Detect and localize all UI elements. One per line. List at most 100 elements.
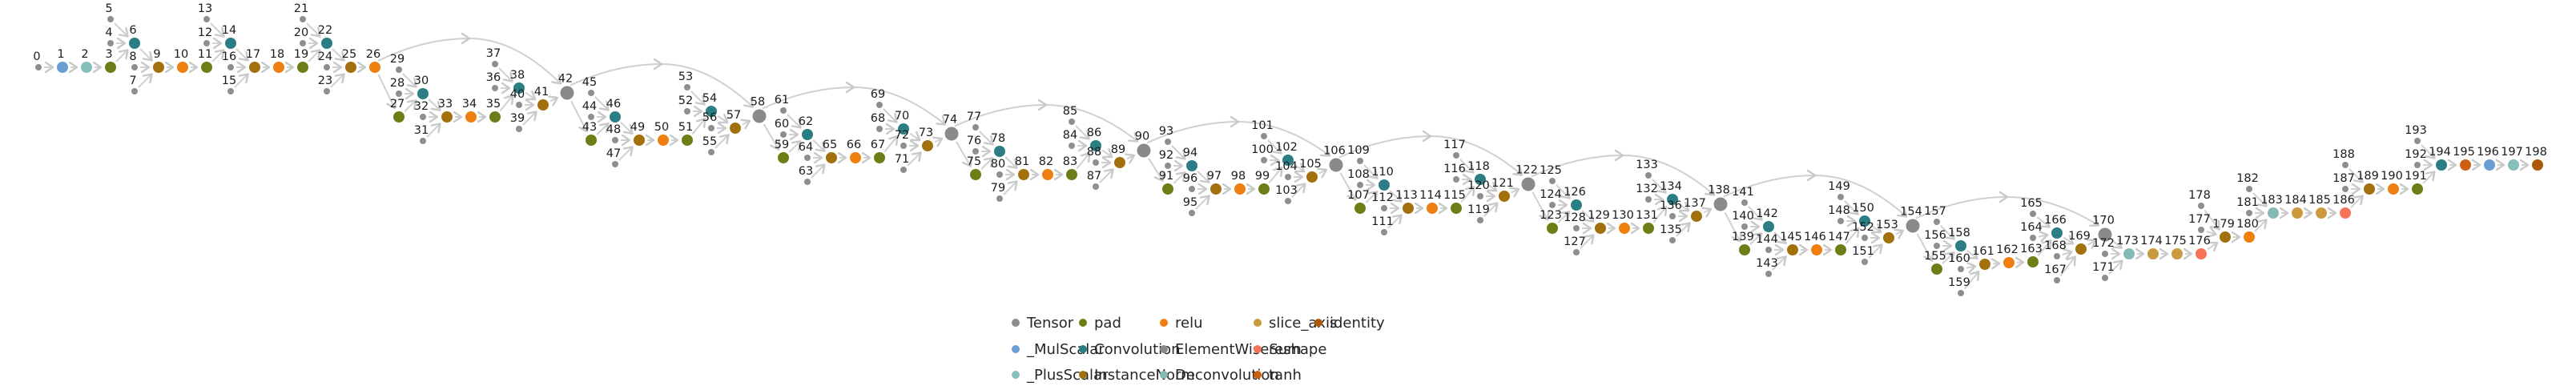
graph-edge xyxy=(1101,151,1112,157)
graph-node-tensor xyxy=(2102,275,2108,281)
graph-node-slice_axis xyxy=(2147,248,2159,259)
node-number-label: 111 xyxy=(1371,215,1394,228)
graph-edge xyxy=(909,134,920,140)
graph-edge xyxy=(1870,226,1881,232)
graph-node-pad xyxy=(1162,183,1173,195)
graph-node-relu xyxy=(1427,203,1438,214)
node-number-label: 181 xyxy=(2236,196,2259,209)
graph-node-convolution xyxy=(1763,221,1774,232)
graph-node-tensor xyxy=(1261,157,1267,163)
graph-edge xyxy=(2204,209,2219,230)
node-number-label: 185 xyxy=(2308,194,2331,207)
graph-node-pad xyxy=(1451,203,1462,214)
graph-node-relu xyxy=(177,62,188,73)
graph-node-tensor xyxy=(1381,205,1387,211)
graph-node-tensor xyxy=(2414,162,2421,168)
node-number-label: 5 xyxy=(105,2,112,15)
node-number-label: 128 xyxy=(1564,211,1586,224)
legend-marker-instancenorm xyxy=(1079,371,1087,379)
graph-edge xyxy=(1942,252,1954,264)
graph-edge xyxy=(620,122,632,134)
graph-edge xyxy=(1389,190,1401,202)
graph-edge xyxy=(426,124,441,138)
node-number-label: 6 xyxy=(129,24,136,37)
node-number-label: 95 xyxy=(1183,196,1197,209)
graph-node-tensor xyxy=(1165,163,1171,169)
graph-node-tensor xyxy=(2198,227,2204,233)
graph-node-pad xyxy=(874,152,885,163)
graph-edge xyxy=(1963,271,1979,290)
graph-node-relu xyxy=(1811,244,1822,255)
legend-marker-convolution xyxy=(1079,345,1087,353)
node-number-label: 164 xyxy=(2020,221,2043,234)
graph-edge xyxy=(1940,225,1954,239)
graph-node-convolution xyxy=(610,111,621,123)
graph-node-reshape xyxy=(2340,207,2351,219)
node-number-label: 51 xyxy=(678,121,693,134)
node-number-label: 31 xyxy=(414,124,429,137)
graph-node-tensor xyxy=(35,64,42,70)
node-number-label: 169 xyxy=(2068,230,2091,243)
node-number-label: 144 xyxy=(1756,233,1778,246)
node-number-label: 97 xyxy=(1207,170,1222,183)
graph-node-elementwisesum xyxy=(560,86,574,100)
edges-layer xyxy=(44,22,2528,290)
graph-edge xyxy=(1076,153,1089,169)
graph-node-identity xyxy=(2532,159,2543,171)
graph-node-tensor xyxy=(203,40,210,46)
legend-label: Tensor xyxy=(1026,315,1074,332)
graph-node-relu xyxy=(1619,223,1630,234)
graph-edge xyxy=(1916,233,1933,260)
graph-node-tensor xyxy=(107,40,114,46)
node-number-label: 198 xyxy=(2525,146,2547,159)
graph-node-convolution xyxy=(225,38,236,49)
node-number-label: 80 xyxy=(991,158,1005,171)
graph-edge xyxy=(570,100,586,131)
node-number-label: 66 xyxy=(847,139,861,151)
graph-node-slice_axis xyxy=(2292,207,2303,219)
node-number-label: 119 xyxy=(1467,203,1490,216)
node-number-label: 99 xyxy=(1255,170,1270,183)
graph-node-tensor xyxy=(1862,259,1868,265)
graph-edge xyxy=(1652,179,1666,193)
graph-node-tensor xyxy=(612,137,618,143)
graph-edge xyxy=(1003,182,1017,195)
graph-edge xyxy=(377,74,394,108)
graph-edge xyxy=(1773,231,1785,243)
graph-node-relu xyxy=(369,62,380,73)
graph-node-relu xyxy=(465,111,477,123)
node-number-label: 178 xyxy=(2188,189,2211,202)
node-number-label: 154 xyxy=(1900,206,1922,219)
graph-edge xyxy=(1486,184,1496,191)
graph-node-tensor xyxy=(876,102,883,108)
graph-node-tensor xyxy=(1837,194,1844,200)
node-number-label: 179 xyxy=(2212,218,2235,231)
node-number-label: 118 xyxy=(1467,160,1490,173)
node-number-label: 126 xyxy=(1564,186,1586,199)
node-number-label: 132 xyxy=(1636,183,1658,195)
graph-edge xyxy=(138,74,152,88)
node-number-label: 69 xyxy=(871,88,885,101)
graph-node-tensor xyxy=(1958,290,1964,296)
node-number-label: 170 xyxy=(2092,215,2115,227)
graph-node-tensor xyxy=(1357,158,1363,164)
node-number-label: 1 xyxy=(57,48,64,61)
legend-marker-tensor xyxy=(1012,319,1020,327)
node-number-label: 127 xyxy=(1564,235,1586,248)
node-number-label: 89 xyxy=(1111,143,1125,156)
graph-edge xyxy=(550,98,557,102)
graph-edge xyxy=(2206,231,2216,235)
graph-edge xyxy=(1511,189,1519,193)
node-number-label: 116 xyxy=(1443,163,1466,175)
graph-node-tensor xyxy=(2246,210,2252,216)
legend-label: _MulScalar xyxy=(1026,341,1105,358)
graph-node-tensor xyxy=(1261,133,1267,139)
node-number-label: 8 xyxy=(129,50,136,63)
graph-node-tensor xyxy=(131,88,138,94)
graph-node-tensor xyxy=(107,16,114,22)
node-number-label: 48 xyxy=(606,123,621,136)
node-number-label: 94 xyxy=(1183,147,1197,159)
node-number-label: 32 xyxy=(414,100,429,113)
graph-node-convolution xyxy=(706,106,717,117)
graph-node-tensor xyxy=(1741,199,1748,206)
